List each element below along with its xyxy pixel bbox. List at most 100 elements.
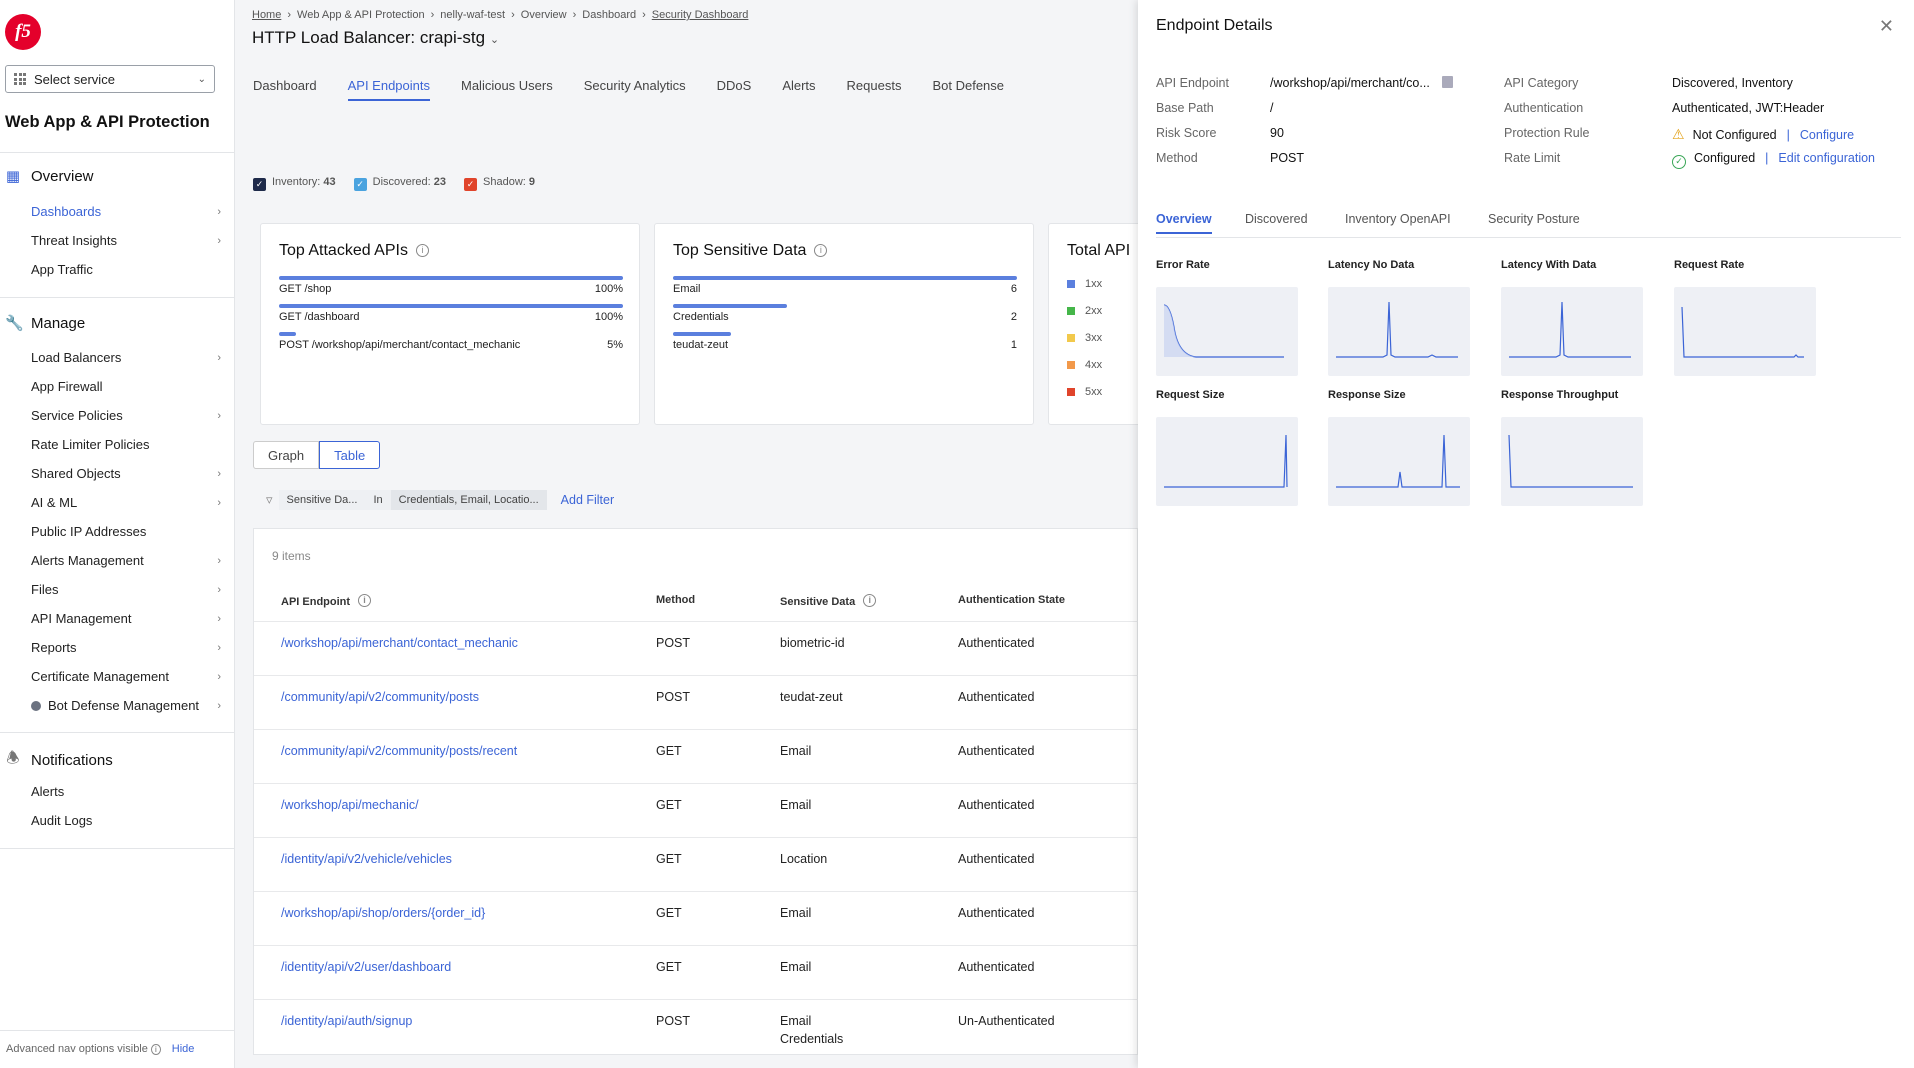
breadcrumb-item[interactable]: nelly-waf-test: [440, 9, 506, 21]
panel-tabs: Overview Discovered Inventory OpenAPI Se…: [1156, 212, 1901, 238]
shadow-checkbox[interactable]: ✓ Shadow: 9: [464, 176, 535, 191]
f5-logo[interactable]: f5: [5, 14, 41, 50]
sidebar-item-load-balancers[interactable]: Load Balancers ›: [31, 350, 221, 365]
response-size-chart[interactable]: [1328, 417, 1470, 506]
chevron-right-icon: ›: [217, 641, 221, 654]
endpoint-link[interactable]: /workshop/api/merchant/contact_mechanic: [281, 636, 518, 650]
attacked-row[interactable]: GET /shop 100%: [279, 276, 623, 295]
nav-section-overview[interactable]: ▦ Overview: [5, 167, 94, 186]
table-row[interactable]: /identity/api/v2/user/dashboard GET Email A…: [254, 945, 1139, 999]
info-icon: i: [358, 594, 372, 607]
filter-operator[interactable]: In: [365, 490, 391, 510]
sensitive-data-cell: Email: [780, 798, 812, 812]
discovered-checkbox[interactable]: ✓ Discovered: 23: [353, 176, 446, 191]
table-row[interactable]: /identity/api/auth/signup POST Email Un-Aut…: [254, 999, 1139, 1053]
tab-api-endpoints[interactable]: API Endpoints: [347, 78, 430, 101]
col-sensitive-data[interactable]: Sensitive Data i: [780, 594, 877, 608]
table-row[interactable]: /workshop/api/merchant/contact_mechanic P…: [254, 621, 1139, 675]
filter-value[interactable]: Credentials, Email, Locatio...: [390, 490, 547, 510]
col-method[interactable]: Method: [656, 594, 696, 606]
breadcrumb-item[interactable]: Overview: [520, 9, 567, 21]
sidebar-item-dashboards[interactable]: Dashboards ›: [31, 204, 221, 219]
table-row[interactable]: /workshop/api/shop/orders/{order_id} GET E…: [254, 891, 1139, 945]
endpoint-link[interactable]: /identity/api/v2/vehicle/vehicles: [281, 852, 452, 866]
col-auth-state[interactable]: Authentication State: [958, 594, 1065, 606]
sidebar-item-public-ip[interactable]: Public IP Addresses: [31, 524, 147, 539]
endpoint-link[interactable]: /workshop/api/shop/orders/{order_id}: [281, 906, 486, 920]
endpoint-link[interactable]: /identity/api/auth/signup: [281, 1014, 413, 1028]
close-icon[interactable]: ✕: [1878, 16, 1894, 36]
page-title[interactable]: HTTP Load Balancer: crapi-stg ⌄: [252, 28, 500, 47]
card-title: Top Attacked APIs i: [279, 242, 429, 260]
tab-malicious-users[interactable]: Malicious Users: [461, 78, 553, 93]
info-icon[interactable]: i: [814, 244, 828, 257]
table-row[interactable]: /workshop/api/mechanic/GET Email Authentic…: [254, 783, 1139, 837]
sidebar-item-rate-limiter-policies[interactable]: Rate Limiter Policies: [31, 437, 150, 452]
error-rate-chart[interactable]: [1156, 287, 1298, 376]
tab-ddos[interactable]: DDoS: [716, 78, 752, 93]
copy-icon[interactable]: [1442, 76, 1453, 88]
col-api-endpoint[interactable]: API Endpoint i: [281, 594, 372, 608]
table-row[interactable]: /community/api/v2/community/posts/recent…: [254, 729, 1139, 783]
breadcrumb-item[interactable]: Web App & API Protection: [297, 9, 425, 21]
sidebar-item-alerts[interactable]: Alerts: [31, 784, 65, 799]
latency-no-data-chart[interactable]: [1328, 287, 1470, 376]
filter-bar: ▿ Sensitive Da... In Credentials, Email,…: [266, 490, 614, 510]
sidebar-item-api-management[interactable]: API Management ›: [31, 611, 221, 626]
hide-link[interactable]: Hide: [171, 1043, 195, 1055]
breadcrumb-current[interactable]: Security Dashboard: [651, 9, 749, 21]
tab-security-analytics[interactable]: Security Analytics: [583, 78, 686, 93]
configure-link[interactable]: Configure: [1799, 128, 1855, 142]
latency-with-data-chart[interactable]: [1501, 287, 1643, 376]
tab-discovered[interactable]: Discovered: [1245, 212, 1308, 226]
sidebar-item-threat-insights[interactable]: Threat Insights ›: [31, 233, 221, 248]
edit-configuration-link[interactable]: Edit configuration: [1778, 151, 1875, 165]
sidebar-item-shared-objects[interactable]: Shared Objects ›: [31, 466, 221, 481]
endpoint-link[interactable]: /community/api/v2/community/posts: [281, 690, 479, 704]
response-throughput-chart[interactable]: [1501, 417, 1643, 506]
panel-title: Endpoint Details: [1156, 17, 1273, 34]
sidebar-item-service-policies[interactable]: Service Policies ›: [31, 408, 221, 423]
nav-section-manage[interactable]: 🔧 Manage: [5, 314, 86, 333]
tab-dashboard[interactable]: Dashboard: [253, 78, 317, 93]
table-row[interactable]: /identity/api/v2/vehicle/vehicles GET Loca…: [254, 837, 1139, 891]
nav-section-notifications[interactable]: 🕭 Notifications: [5, 748, 112, 773]
request-rate-chart[interactable]: [1674, 287, 1816, 376]
endpoint-link[interactable]: /workshop/api/mechanic/: [281, 798, 419, 812]
graph-toggle[interactable]: Graph: [253, 441, 320, 469]
table-row[interactable]: /community/api/v2/community/posts POST teu…: [254, 675, 1139, 729]
tab-inventory-openapi[interactable]: Inventory OpenAPI: [1345, 212, 1451, 226]
sidebar-item-app-firewall[interactable]: App Firewall: [31, 379, 103, 394]
endpoint-link[interactable]: /community/api/v2/community/posts/recent: [281, 744, 518, 758]
filter-key[interactable]: Sensitive Da...: [278, 490, 366, 510]
service-select[interactable]: Select service ⌄: [5, 65, 215, 93]
inventory-checkbox[interactable]: ✓ Inventory: 43: [253, 176, 336, 191]
sidebar-item-bot-defense-management[interactable]: Bot Defense Management ›: [31, 698, 221, 713]
sidebar-item-files[interactable]: Files ›: [31, 582, 221, 597]
request-size-chart[interactable]: [1156, 417, 1298, 506]
sidebar-item-alerts-management[interactable]: Alerts Management ›: [31, 553, 221, 568]
sidebar-item-audit-logs[interactable]: Audit Logs: [31, 813, 93, 828]
attacked-row[interactable]: GET /dashboard 100%: [279, 304, 623, 323]
legend-3xx: 3xx: [1067, 332, 1102, 344]
sidebar-item-certificate-management[interactable]: Certificate Management ›: [31, 669, 221, 684]
tab-security-posture[interactable]: Security Posture: [1488, 212, 1580, 226]
sensitive-row[interactable]: teudat-zeut 1: [673, 332, 1017, 351]
info-icon[interactable]: i: [415, 244, 429, 257]
add-filter-button[interactable]: Add Filter: [560, 493, 615, 507]
table-toggle[interactable]: Table: [319, 441, 381, 469]
breadcrumb-home[interactable]: Home: [252, 9, 282, 21]
tab-bot-defense[interactable]: Bot Defense: [932, 78, 1005, 93]
sidebar-item-ai-ml[interactable]: AI & ML ›: [31, 495, 221, 510]
tab-alerts[interactable]: Alerts: [782, 78, 816, 93]
sidebar-item-reports[interactable]: Reports ›: [31, 640, 221, 655]
sensitive-row[interactable]: Credentials 2: [673, 304, 1017, 323]
endpoint-link[interactable]: /identity/api/v2/user/dashboard: [281, 960, 452, 974]
category-filter: ✓ Inventory: 43 ✓ Discovered: 23 ✓ Shadow: …: [253, 176, 535, 191]
tab-requests[interactable]: Requests: [846, 78, 902, 93]
tab-overview[interactable]: Overview: [1156, 212, 1212, 234]
sidebar-item-app-traffic[interactable]: App Traffic: [31, 262, 93, 277]
sensitive-row[interactable]: Email 6: [673, 276, 1017, 295]
breadcrumb-item[interactable]: Dashboard: [582, 9, 637, 21]
attacked-row[interactable]: POST /workshop/api/merchant/contact_mech…: [279, 332, 623, 351]
